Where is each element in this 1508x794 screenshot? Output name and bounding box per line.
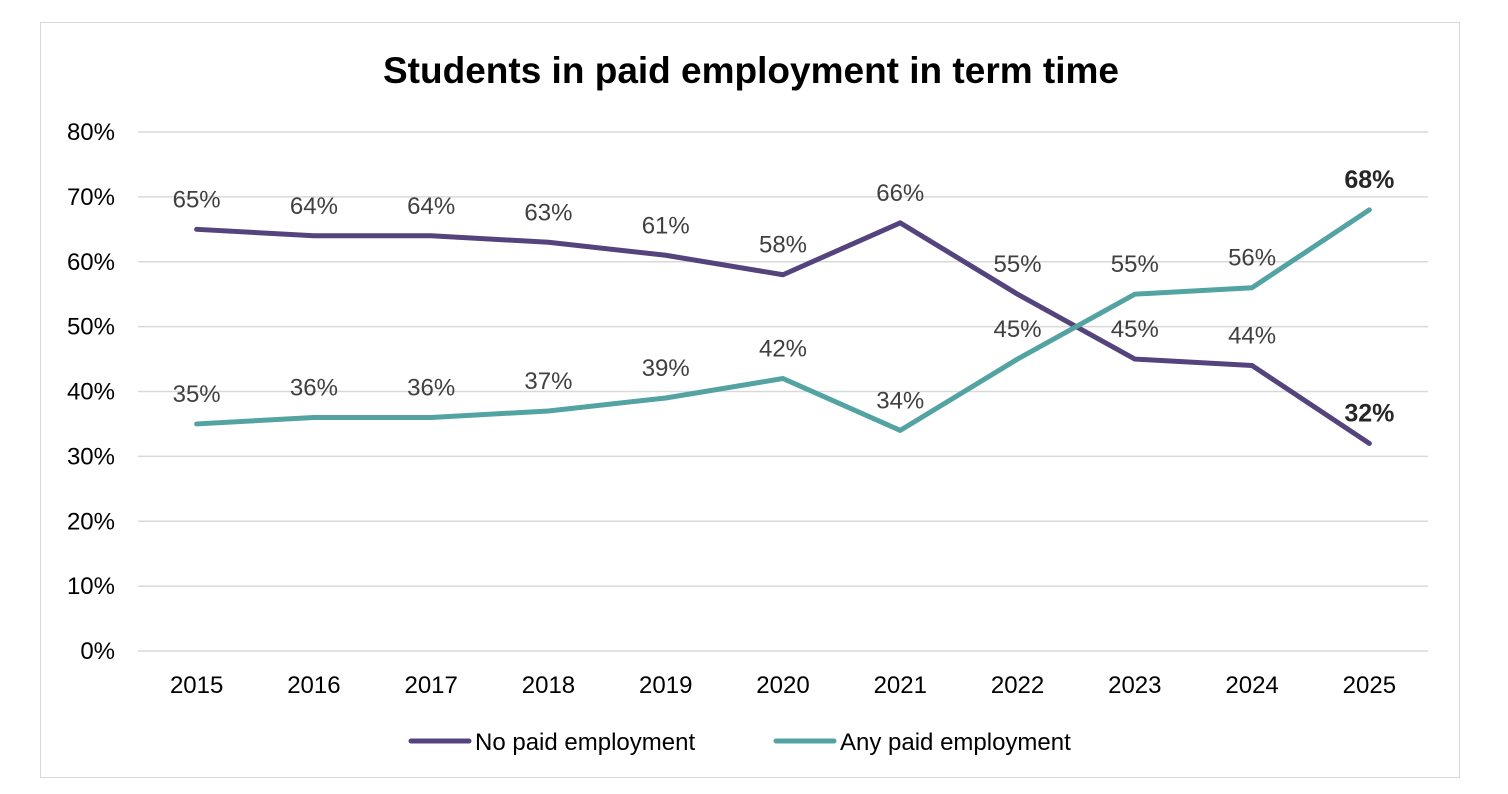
y-tick-label: 40%	[67, 379, 115, 406]
data-label-any-paid-employment: 68%	[1344, 166, 1394, 194]
data-label-no-paid-employment: 66%	[876, 180, 924, 207]
data-label-no-paid-employment: 64%	[407, 193, 455, 220]
data-label-any-paid-employment: 56%	[1228, 245, 1276, 272]
data-label-no-paid-employment: 61%	[642, 212, 690, 239]
x-tick-label: 2016	[287, 672, 340, 699]
y-tick-label: 50%	[67, 314, 115, 341]
x-axis-ticks: 2015 2016 2017 2018 2019 2020 2021 2022 2023 2024…	[170, 672, 1396, 699]
y-tick-label: 30%	[67, 443, 115, 470]
series-line-any-paid-employment	[194, 207, 1372, 433]
x-tick-label: 2025	[1343, 672, 1396, 699]
x-tick-label: 2021	[874, 672, 927, 699]
line-chart: Students in paid employment in term time…	[67, 50, 1428, 756]
x-tick-label: 2015	[170, 672, 223, 699]
data-label-no-paid-employment: 65%	[173, 186, 221, 213]
data-label-any-paid-employment: 36%	[290, 374, 338, 401]
series-lines	[194, 207, 1372, 446]
y-tick-label: 70%	[67, 184, 115, 211]
data-label-any-paid-employment: 36%	[407, 374, 455, 401]
data-label-any-paid-employment: 55%	[1111, 251, 1159, 278]
gridlines	[138, 131, 1428, 652]
data-label-any-paid-employment: 39%	[642, 355, 690, 382]
data-label-any-paid-employment: 42%	[759, 336, 807, 363]
data-label-no-paid-employment: 32%	[1344, 399, 1394, 427]
x-tick-label: 2023	[1108, 672, 1161, 699]
data-label-no-paid-employment: 64%	[290, 193, 338, 220]
data-label-any-paid-employment: 37%	[524, 368, 572, 395]
y-tick-label: 60%	[67, 249, 115, 276]
legend-label-any-paid-employment: Any paid employment	[840, 729, 1071, 756]
y-tick-label: 80%	[67, 119, 115, 146]
y-axis-ticks: 0% 10% 20% 30% 40% 50% 60% 70% 80%	[67, 119, 115, 665]
legend: No paid employment Any paid employment	[408, 729, 1071, 756]
data-label-no-paid-employment: 58%	[759, 232, 807, 259]
x-tick-label: 2024	[1225, 672, 1278, 699]
data-labels: 65% 64% 64% 63% 61% 58% 66% 55% 45% 44% 32% 35% 36% 3…	[173, 166, 1395, 428]
chart-frame: Students in paid employment in term time…	[40, 22, 1460, 778]
x-tick-label: 2019	[639, 672, 692, 699]
x-tick-label: 2022	[991, 672, 1044, 699]
data-label-no-paid-employment: 45%	[1111, 316, 1159, 343]
data-label-any-paid-employment: 35%	[173, 381, 221, 408]
x-tick-label: 2018	[522, 672, 575, 699]
data-label-any-paid-employment: 34%	[876, 387, 924, 414]
x-tick-label: 2017	[404, 672, 457, 699]
series-line-no-paid-employment	[194, 220, 1372, 446]
data-label-no-paid-employment: 44%	[1228, 323, 1276, 350]
data-label-no-paid-employment: 63%	[524, 199, 572, 226]
y-tick-label: 20%	[67, 508, 115, 535]
data-label-any-paid-employment: 45%	[994, 316, 1042, 343]
y-tick-label: 0%	[80, 638, 115, 665]
chart-title: Students in paid employment in term time	[383, 50, 1119, 91]
y-tick-label: 10%	[67, 573, 115, 600]
x-tick-label: 2020	[756, 672, 809, 699]
data-label-no-paid-employment: 55%	[994, 251, 1042, 278]
legend-label-no-paid-employment: No paid employment	[475, 729, 695, 756]
